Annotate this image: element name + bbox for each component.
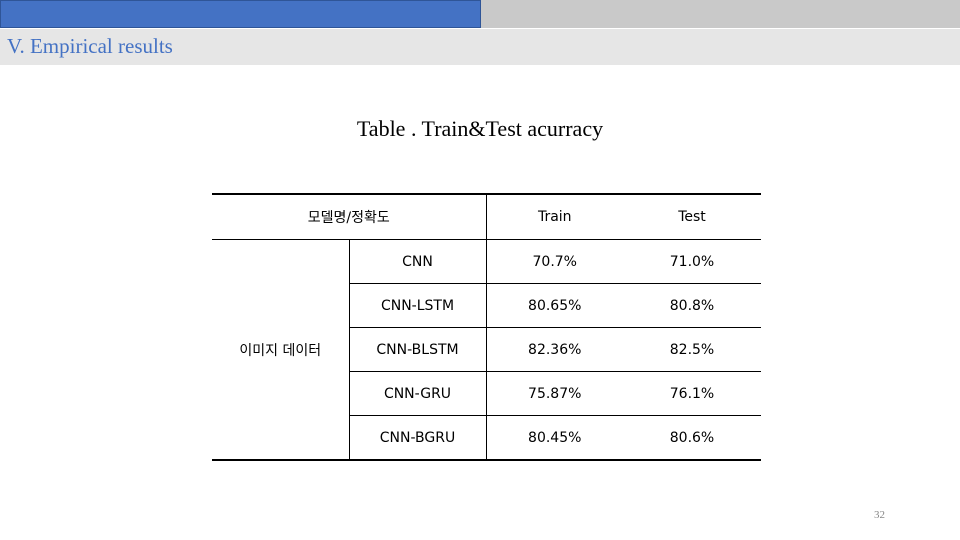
table-header-row: 모델명/정확도 Train Test xyxy=(212,194,761,240)
train-cell: 80.65% xyxy=(486,284,623,328)
accuracy-table: 모델명/정확도 Train Test 이미지 데이터 CNN 70.7% 71.… xyxy=(212,193,761,461)
model-cell: CNN-BGRU xyxy=(349,416,486,461)
section-title: V. Empirical results xyxy=(7,34,173,59)
test-cell: 80.8% xyxy=(623,284,761,328)
train-cell: 70.7% xyxy=(486,240,623,284)
model-cell: CNN xyxy=(349,240,486,284)
test-cell: 80.6% xyxy=(623,416,761,461)
train-cell: 75.87% xyxy=(486,372,623,416)
header-train: Train xyxy=(486,194,623,240)
table-row: 이미지 데이터 CNN 70.7% 71.0% xyxy=(212,240,761,284)
test-cell: 71.0% xyxy=(623,240,761,284)
top-progress-bar-filled xyxy=(0,0,481,28)
table-caption: Table . Train&Test acurracy xyxy=(0,116,960,142)
page-number: 32 xyxy=(874,509,885,521)
header-model-accuracy: 모델명/정확도 xyxy=(212,194,486,240)
train-cell: 80.45% xyxy=(486,416,623,461)
model-cell: CNN-BLSTM xyxy=(349,328,486,372)
model-cell: CNN-LSTM xyxy=(349,284,486,328)
group-label: 이미지 데이터 xyxy=(212,240,349,461)
top-progress-bar-track xyxy=(481,0,960,28)
train-cell: 82.36% xyxy=(486,328,623,372)
model-cell: CNN-GRU xyxy=(349,372,486,416)
test-cell: 82.5% xyxy=(623,328,761,372)
test-cell: 76.1% xyxy=(623,372,761,416)
header-test: Test xyxy=(623,194,761,240)
